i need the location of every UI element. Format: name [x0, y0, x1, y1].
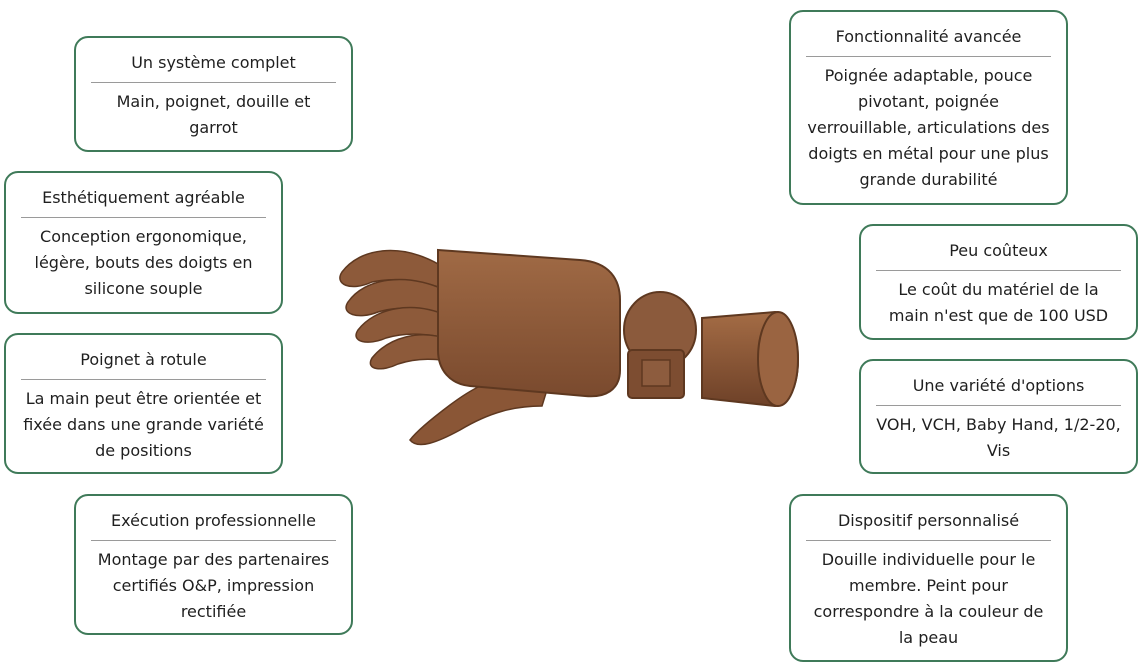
prosthetic-hand-illustration: [339, 248, 800, 446]
feature-title: Un système complet: [91, 38, 336, 83]
feature-title: Esthétiquement agréable: [21, 173, 266, 218]
socket: [701, 310, 800, 408]
feature-card-advanced: Fonctionnalité avancée Poignée adaptable…: [789, 10, 1068, 205]
palm: [437, 248, 621, 398]
feature-text: Le coût du matériel de la main n'est que…: [888, 280, 1109, 325]
feature-title: Peu coûteux: [876, 226, 1121, 271]
feature-card-aesthetic: Esthétiquement agréable Conception ergon…: [4, 171, 283, 314]
feature-card-ball-wrist: Poignet à rotule La main peut être orien…: [4, 333, 283, 474]
feature-card-custom: Dispositif personnalisé Douille individu…: [789, 494, 1068, 662]
feature-title: Exécution professionnelle: [91, 496, 336, 541]
feature-title: Dispositif personnalisé: [806, 496, 1051, 541]
feature-text: Douille individuelle pour le membre. Pei…: [813, 550, 1044, 647]
feature-card-complete-system: Un système complet Main, poignet, douill…: [74, 36, 353, 152]
feature-title: Une variété d'options: [876, 361, 1121, 406]
feature-text: La main peut être orientée et fixée dans…: [23, 389, 264, 460]
feature-title: Poignet à rotule: [21, 335, 266, 380]
feature-title: Fonctionnalité avancée: [806, 12, 1051, 57]
feature-text: Main, poignet, douille et garrot: [116, 92, 311, 137]
feature-text: Conception ergonomique, légère, bouts de…: [34, 227, 253, 298]
feature-text: VOH, VCH, Baby Hand, 1/2-20, Vis: [876, 415, 1121, 460]
wrist-joint: [623, 291, 697, 399]
thumb: [409, 374, 551, 446]
feature-text: Poignée adaptable, pouce pivotant, poign…: [807, 66, 1050, 189]
feature-card-professional: Exécution professionnelle Montage par de…: [74, 494, 353, 635]
feature-card-low-cost: Peu coûteux Le coût du matériel de la ma…: [859, 224, 1138, 340]
feature-text: Montage par des partenaires certifiés O&…: [97, 550, 330, 621]
feature-card-options: Une variété d'options VOH, VCH, Baby Han…: [859, 359, 1138, 474]
